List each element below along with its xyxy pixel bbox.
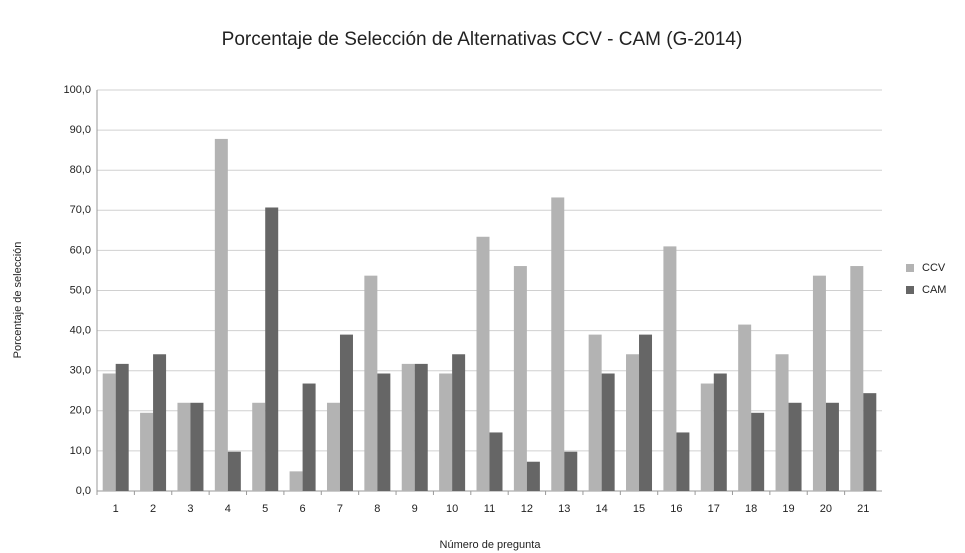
x-tick-label: 10 (446, 503, 458, 515)
bar (812, 275, 826, 491)
bar (265, 207, 279, 492)
bar (289, 471, 303, 491)
x-tick-label: 1 (113, 503, 119, 515)
bar (676, 432, 690, 491)
bar (588, 334, 602, 491)
bar (476, 236, 490, 491)
x-tick-label: 8 (374, 503, 380, 515)
bar (414, 363, 428, 491)
x-tick-label: 14 (596, 503, 608, 515)
x-tick-label: 15 (633, 503, 645, 515)
bar (850, 266, 864, 491)
x-tick-label: 18 (745, 503, 757, 515)
bar (227, 451, 241, 491)
bar (252, 402, 266, 491)
bar (364, 275, 378, 491)
y-tick-label: 50,0 (70, 284, 91, 296)
bar (452, 354, 466, 491)
bar (551, 197, 565, 491)
bar (102, 373, 116, 491)
legend-swatch (906, 264, 914, 272)
bar (526, 461, 540, 491)
bar (115, 363, 129, 491)
x-tick-label: 3 (187, 503, 193, 515)
x-tick-label: 13 (558, 503, 570, 515)
x-tick-label: 12 (521, 503, 533, 515)
x-tick-label: 9 (412, 503, 418, 515)
y-tick-label: 60,0 (70, 244, 91, 256)
bar (302, 383, 316, 491)
bar (489, 432, 503, 491)
legend-label: CCV (922, 262, 946, 274)
x-tick-label: 16 (670, 503, 682, 515)
y-tick-label: 100,0 (63, 84, 91, 96)
bar (564, 451, 578, 491)
x-tick-label: 21 (857, 503, 869, 515)
legend-swatch (906, 286, 914, 294)
chart-title: Porcentaje de Selección de Alternativas … (222, 29, 743, 50)
bar (639, 334, 653, 491)
bar (738, 324, 752, 491)
bar (700, 383, 714, 491)
x-tick-label: 6 (300, 503, 306, 515)
bar (788, 402, 802, 491)
x-tick-label: 5 (262, 503, 268, 515)
bar (339, 334, 353, 491)
x-tick-label: 4 (225, 503, 231, 515)
y-tick-label: 30,0 (70, 365, 91, 377)
x-tick-label: 17 (708, 503, 720, 515)
x-tick-label: 11 (484, 503, 495, 515)
bar (439, 373, 453, 491)
bar (177, 402, 191, 491)
bar (751, 412, 765, 491)
x-axis-label: Número de pregunta (440, 539, 542, 551)
bar (513, 266, 527, 491)
bar (401, 363, 415, 491)
y-tick-label: 40,0 (70, 325, 91, 337)
bar (663, 246, 677, 491)
y-tick-label: 20,0 (70, 405, 91, 417)
bar (626, 354, 640, 491)
bar (863, 393, 877, 491)
bar (153, 354, 167, 491)
x-tick-label: 20 (820, 503, 832, 515)
y-tick-label: 10,0 (70, 445, 91, 457)
bar (713, 373, 727, 491)
y-tick-label: 80,0 (70, 164, 91, 176)
bar (825, 402, 839, 491)
bar (326, 402, 340, 491)
y-axis-label: Porcentaje de selección (12, 242, 24, 359)
bar (377, 373, 391, 491)
bar (214, 138, 228, 491)
legend-label: CAM (922, 284, 946, 296)
x-tick-label: 7 (337, 503, 343, 515)
y-tick-label: 0,0 (76, 485, 91, 497)
x-tick-label: 19 (782, 503, 794, 515)
bar (190, 402, 204, 491)
x-tick-label: 2 (150, 503, 156, 515)
bar (140, 412, 154, 491)
bar (775, 354, 789, 491)
bar (601, 373, 615, 491)
y-tick-label: 90,0 (70, 124, 91, 136)
y-tick-label: 70,0 (70, 204, 91, 216)
